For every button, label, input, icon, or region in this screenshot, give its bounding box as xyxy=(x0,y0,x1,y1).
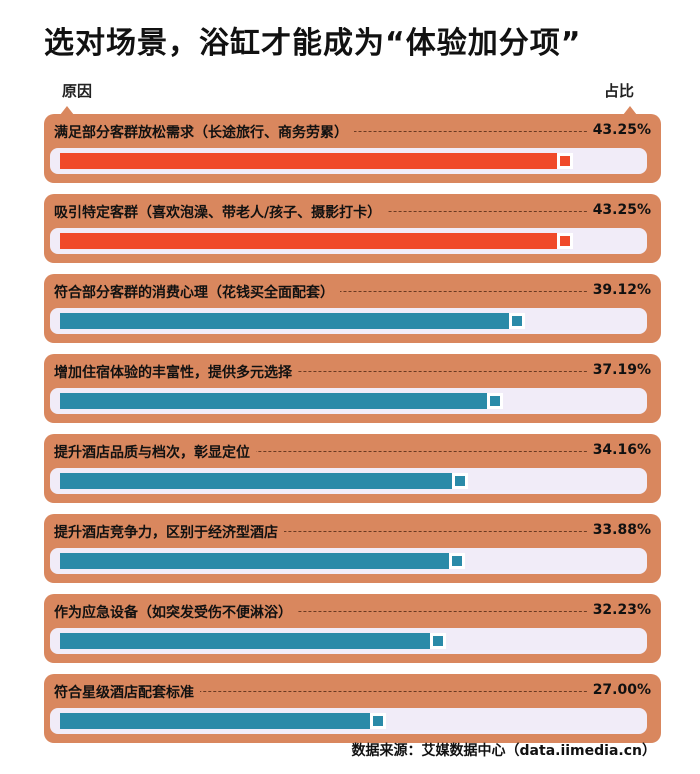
bar-end-marker xyxy=(487,393,503,409)
value-label: 33.88% xyxy=(586,522,651,538)
bar xyxy=(60,473,454,489)
category-label: 符合部分客群的消费心理（花钱买全面配套） xyxy=(54,282,340,302)
bar-track xyxy=(50,388,647,414)
value-label: 43.25% xyxy=(586,202,651,218)
bar-track xyxy=(50,628,647,654)
column-header-share: 占比 xyxy=(603,82,634,100)
bar-row: 满足部分客群放松需求（长途旅行、商务劳累） 43.25% xyxy=(44,114,661,183)
bar xyxy=(60,713,372,729)
value-label: 27.00% xyxy=(586,682,651,698)
leader-dots xyxy=(58,691,647,692)
value-label: 32.23% xyxy=(586,602,651,618)
category-label: 作为应急设备（如突发受伤不便淋浴） xyxy=(54,602,298,622)
category-label: 提升酒店竞争力，区别于经济型酒店 xyxy=(54,522,284,542)
column-header-reason: 原因 xyxy=(62,82,93,100)
bar xyxy=(60,233,559,249)
bar-row: 符合部分客群的消费心理（花钱买全面配套） 39.12% xyxy=(44,274,661,343)
category-label: 吸引特定客群（喜欢泡澡、带老人/孩子、摄影打卡） xyxy=(54,202,388,222)
category-label: 满足部分客群放松需求（长途旅行、商务劳累） xyxy=(54,122,354,142)
bar-end-marker xyxy=(449,553,465,569)
bar-track xyxy=(50,708,647,734)
bar-end-marker xyxy=(509,313,525,329)
bar-row: 作为应急设备（如突发受伤不便淋浴） 32.23% xyxy=(44,594,661,663)
pointer-triangle-left xyxy=(60,106,74,115)
value-label: 37.19% xyxy=(586,362,651,378)
leader-dots xyxy=(58,531,647,532)
leader-dots xyxy=(58,371,647,372)
bar xyxy=(60,553,451,569)
leader-dots xyxy=(58,451,647,452)
bar-row: 吸引特定客群（喜欢泡澡、带老人/孩子、摄影打卡） 43.25% xyxy=(44,194,661,263)
value-label: 39.12% xyxy=(586,282,651,298)
category-label: 增加住宿体验的丰富性，提供多元选择 xyxy=(54,362,298,382)
pointer-triangle-right xyxy=(623,106,637,115)
bar-end-marker xyxy=(370,713,386,729)
bar-end-marker xyxy=(557,153,573,169)
category-label: 提升酒店品质与档次，彰显定位 xyxy=(54,442,256,462)
bar xyxy=(60,633,432,649)
bar xyxy=(60,313,511,329)
bar-end-marker xyxy=(452,473,468,489)
bar-track xyxy=(50,468,647,494)
bar-track xyxy=(50,148,647,174)
bar-row: 符合星级酒店配套标准 27.00% xyxy=(44,674,661,743)
chart-title: 选对场景，浴缸才能成为“体验加分项” xyxy=(44,26,582,61)
bar-row: 增加住宿体验的丰富性，提供多元选择 37.19% xyxy=(44,354,661,423)
bar-track xyxy=(50,228,647,254)
category-label: 符合星级酒店配套标准 xyxy=(54,682,200,702)
bar-end-marker xyxy=(557,233,573,249)
leader-dots xyxy=(58,291,647,292)
bar xyxy=(60,393,489,409)
value-label: 34.16% xyxy=(586,442,651,458)
bar xyxy=(60,153,559,169)
bar-track xyxy=(50,548,647,574)
leader-dots xyxy=(58,611,647,612)
value-label: 43.25% xyxy=(586,122,651,138)
bar-row: 提升酒店品质与档次，彰显定位 34.16% xyxy=(44,434,661,503)
bar-end-marker xyxy=(430,633,446,649)
bar-row: 提升酒店竞争力，区别于经济型酒店 33.88% xyxy=(44,514,661,583)
data-source: 数据来源：艾媒数据中心（data.iimedia.cn） xyxy=(351,743,656,759)
bar-track xyxy=(50,308,647,334)
